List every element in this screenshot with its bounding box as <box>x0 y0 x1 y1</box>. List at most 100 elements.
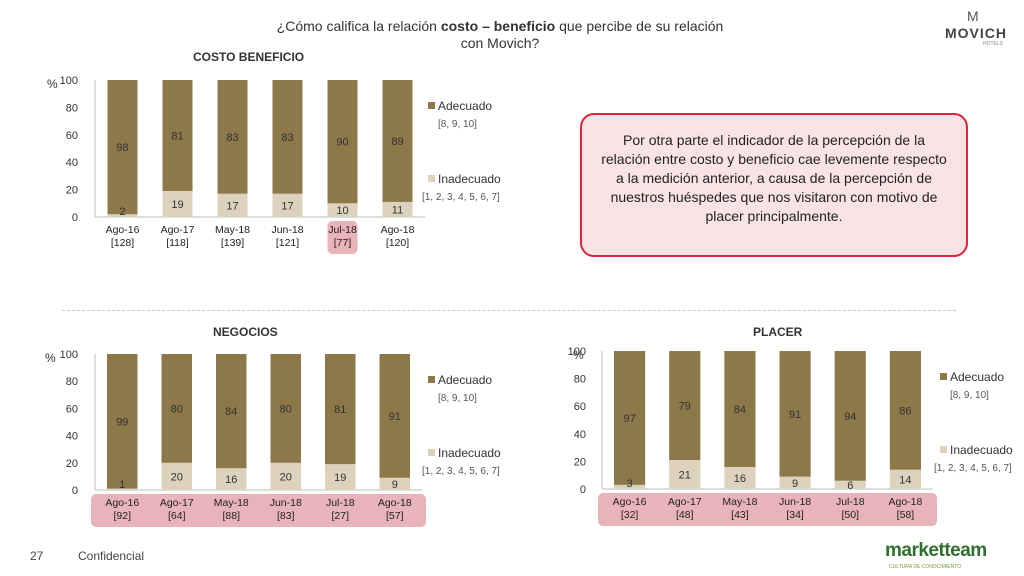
confidential-label: Confidencial <box>78 549 145 563</box>
page-number: 27 <box>30 549 44 563</box>
title-part2: que percibe de su relación <box>555 18 724 34</box>
category-label: Ago-16 <box>105 497 139 509</box>
data-label-inadecuado: 20 <box>171 471 183 483</box>
legend-swatch-adecuado <box>428 102 435 109</box>
bar-inadecuado <box>107 488 138 490</box>
category-label: May-18 <box>722 496 757 508</box>
y-tick-label: 40 <box>574 429 586 441</box>
bar-inadecuado <box>669 460 701 489</box>
data-label-adecuado: 97 <box>623 413 635 425</box>
category-highlight <box>598 493 937 526</box>
title-part1: ¿Cómo califica la relación <box>276 18 441 34</box>
y-tick-label: 60 <box>66 403 78 415</box>
logo-word: MOVICH <box>945 25 1007 41</box>
bar-inadecuado <box>779 476 811 489</box>
section-divider <box>62 310 956 311</box>
bar-adecuado <box>614 351 646 485</box>
bar-adecuado <box>834 351 866 481</box>
data-label-inadecuado: 16 <box>734 473 746 485</box>
data-label-adecuado: 84 <box>225 406 237 418</box>
category-label: Ago-17 <box>668 496 702 508</box>
data-label-adecuado: 91 <box>389 411 401 423</box>
data-label-inadecuado: 9 <box>792 478 798 490</box>
data-label-inadecuado: 11 <box>392 204 403 216</box>
data-label-inadecuado: 16 <box>225 474 237 486</box>
bar-inadecuado <box>889 469 921 489</box>
y-tick-label: 20 <box>66 458 78 470</box>
category-label: Jul-18 <box>328 224 357 236</box>
data-label-adecuado: 83 <box>226 132 238 144</box>
data-label-inadecuado: 21 <box>679 470 691 482</box>
base-label: [121] <box>276 237 299 249</box>
movich-logo: M MOVICH HOTELS <box>935 8 1015 48</box>
base-label: [118] <box>166 237 189 249</box>
brand-word-a: market <box>885 540 945 561</box>
bar-adecuado <box>270 354 301 463</box>
bar-inadecuado <box>216 468 247 490</box>
y-tick-label: 60 <box>574 401 586 413</box>
y-axis-label: % <box>573 348 584 362</box>
base-label: [120] <box>386 237 409 249</box>
y-tick-label: 80 <box>66 376 78 388</box>
bar-inadecuado <box>325 464 356 490</box>
chart-title-negocios: NEGOCIOS <box>213 325 278 339</box>
bar-adecuado <box>724 351 756 467</box>
data-label-inadecuado: 17 <box>281 200 293 212</box>
chart-costo-beneficio: 0 20 40 60 80 100% 2 98 Ago-16[128] 19 81 Ago-17[11… <box>47 75 501 254</box>
legend-sub-inadecuado: [1, 2, 3, 4, 5, 6, 7] <box>422 192 500 203</box>
category-label: Ago-18 <box>888 496 922 508</box>
bar-inadecuado <box>724 466 756 489</box>
legend-swatch-inadecuado <box>428 175 435 182</box>
bar-inadecuado <box>327 203 358 217</box>
bar-adecuado <box>272 80 303 194</box>
base-label: [34] <box>786 509 804 521</box>
bar-adecuado <box>107 354 138 489</box>
data-label-adecuado: 79 <box>679 401 691 413</box>
bar-inadecuado <box>272 193 303 217</box>
category-label: Ago-18 <box>378 497 412 509</box>
brand-word-b: team <box>944 540 987 561</box>
data-label-adecuado: 84 <box>734 404 746 416</box>
bar-adecuado <box>889 351 921 470</box>
data-label-adecuado: 90 <box>336 137 348 149</box>
bar-adecuado <box>217 80 248 194</box>
data-label-inadecuado: 9 <box>392 479 398 491</box>
legend-label-inadecuado: Inadecuado <box>950 443 1013 457</box>
data-label-inadecuado: 20 <box>280 471 292 483</box>
chart-placer: 0 20 40 60 80 100% 3 97 Ago-16[32] 21 79 Ago-17[48]… <box>568 346 1013 526</box>
data-label-adecuado: 99 <box>116 416 128 428</box>
category-label: Jun-18 <box>270 497 302 509</box>
brand-wordmark: marketteam <box>885 540 987 562</box>
bar-adecuado <box>382 80 413 202</box>
data-label-inadecuado: 3 <box>627 478 633 490</box>
category-label: Jul-18 <box>836 496 865 508</box>
chart-title-costo: COSTO BENEFICIO <box>193 50 305 64</box>
bar-adecuado <box>216 354 247 469</box>
y-tick-label: 100 <box>60 75 78 87</box>
category-label: Jun-18 <box>271 224 303 236</box>
data-label-adecuado: 94 <box>844 411 856 423</box>
data-label-adecuado: 86 <box>899 405 911 417</box>
data-label-adecuado: 89 <box>391 136 403 148</box>
data-label-adecuado: 98 <box>116 142 128 154</box>
data-label-adecuado: 83 <box>281 132 293 144</box>
y-tick-label: 0 <box>72 212 78 224</box>
bar-adecuado <box>162 80 193 191</box>
base-label: [48] <box>676 509 694 521</box>
base-label: [32] <box>621 509 639 521</box>
category-label: May-18 <box>215 224 250 236</box>
y-axis-label: % <box>47 77 58 91</box>
legend-swatch-inadecuado <box>428 449 435 456</box>
legend-label-inadecuado: Inadecuado <box>438 172 501 186</box>
bar-adecuado <box>107 80 138 215</box>
base-label: [57] <box>386 510 404 522</box>
bar-inadecuado <box>162 190 193 217</box>
legend-label-adecuado: Adecuado <box>438 99 492 113</box>
legend-swatch-adecuado <box>940 373 947 380</box>
data-label-inadecuado: 6 <box>847 480 853 492</box>
category-label: Ago-17 <box>160 497 194 509</box>
logo-sub: HOTELS <box>983 41 1004 47</box>
y-tick-label: 60 <box>66 130 78 142</box>
legend-label-inadecuado: Inadecuado <box>438 446 501 460</box>
base-label: [43] <box>731 509 749 521</box>
